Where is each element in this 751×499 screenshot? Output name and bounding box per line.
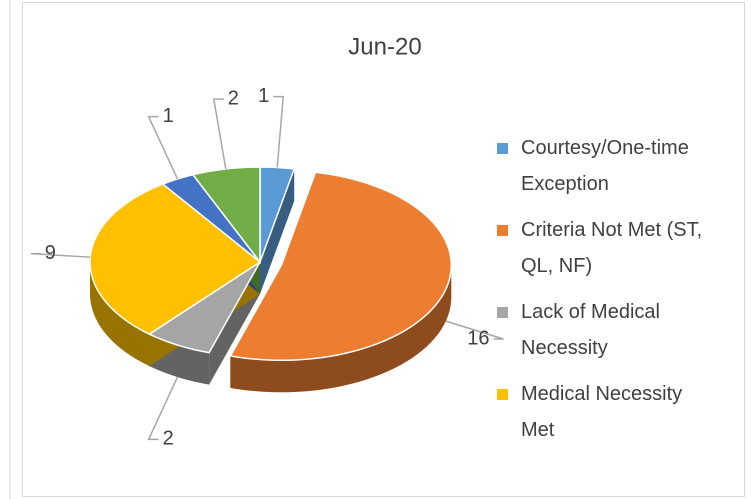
- legend: Courtesy/One-time Exception Criteria Not …: [497, 130, 712, 458]
- slice-top: [147, 261, 261, 354]
- chart-title: Jun-20: [348, 33, 421, 60]
- legend-swatch: [497, 389, 508, 400]
- chart-border: [22, 2, 745, 497]
- leader-line: [147, 115, 179, 180]
- legend-item: Medical Necessity Met: [497, 376, 712, 448]
- slice-top: [161, 173, 261, 263]
- legend-item: Lack of Medical Necessity: [497, 294, 712, 366]
- data-label: 1: [163, 105, 174, 127]
- slice-top: [259, 166, 296, 263]
- legend-item: Criteria Not Met (ST, QL, NF): [497, 212, 712, 284]
- data-label: 9: [45, 242, 56, 264]
- leader-line: [273, 95, 285, 168]
- legend-swatch: [497, 143, 508, 154]
- legend-item: Courtesy/One-time Exception: [497, 130, 712, 202]
- pie-tops: [89, 166, 453, 362]
- leader-line: [147, 376, 179, 441]
- legend-label: Medical Necessity Met: [521, 383, 683, 441]
- slice-top: [191, 166, 261, 265]
- data-label: 2: [228, 87, 239, 109]
- data-label: 16: [467, 327, 489, 349]
- slice-top: [229, 171, 453, 362]
- legend-swatch: [497, 225, 508, 236]
- pie-slice: [260, 168, 295, 294]
- legend-swatch: [497, 307, 508, 318]
- legend-label: Criteria Not Met (ST, QL, NF): [521, 219, 703, 277]
- data-label: 1: [258, 85, 269, 107]
- leader-line: [212, 98, 227, 170]
- slice-top: [89, 183, 262, 335]
- leader-line: [445, 320, 504, 340]
- data-label: 2: [163, 428, 174, 450]
- leader-line: [30, 252, 91, 258]
- slice-edge: [260, 168, 295, 294]
- slice-side: [90, 262, 150, 367]
- legend-label: Courtesy/One-time Exception: [521, 137, 689, 195]
- legend-label: Lack of Medical Necessity: [521, 301, 660, 359]
